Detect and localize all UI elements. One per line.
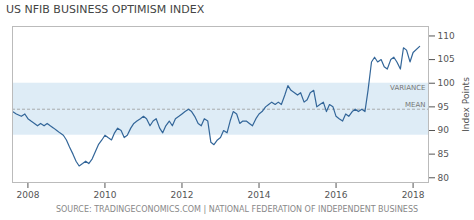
svg-text:2016: 2016 xyxy=(325,190,348,200)
svg-text:90: 90 xyxy=(438,125,450,135)
html-text:SOURCE: TRADINGECONOMICS.COM |: SOURCE: TRADINGECONOMICS.COM | NATIONAL … xyxy=(55,205,419,214)
svg-text:85: 85 xyxy=(438,149,449,159)
svg-text:105: 105 xyxy=(438,54,455,64)
svg-text:2014: 2014 xyxy=(248,190,271,200)
svg-text:95: 95 xyxy=(438,102,449,112)
svg-text:110: 110 xyxy=(438,31,455,41)
svg-text:2008: 2008 xyxy=(16,190,39,200)
svg-text:2012: 2012 xyxy=(171,190,194,200)
html-text:US NFIB BUSINESS OPTIMISM INDE: US NFIB BUSINESS OPTIMISM INDEX xyxy=(6,3,205,16)
svg-text:80: 80 xyxy=(438,173,450,183)
svg-text:VARIANCE: VARIANCE xyxy=(390,84,425,92)
svg-text:2010: 2010 xyxy=(93,190,116,200)
svg-text:2018: 2018 xyxy=(402,190,425,200)
svg-text:MEAN: MEAN xyxy=(405,101,426,109)
svg-text:Index Points: Index Points xyxy=(461,77,471,132)
svg-text:100: 100 xyxy=(438,78,455,88)
